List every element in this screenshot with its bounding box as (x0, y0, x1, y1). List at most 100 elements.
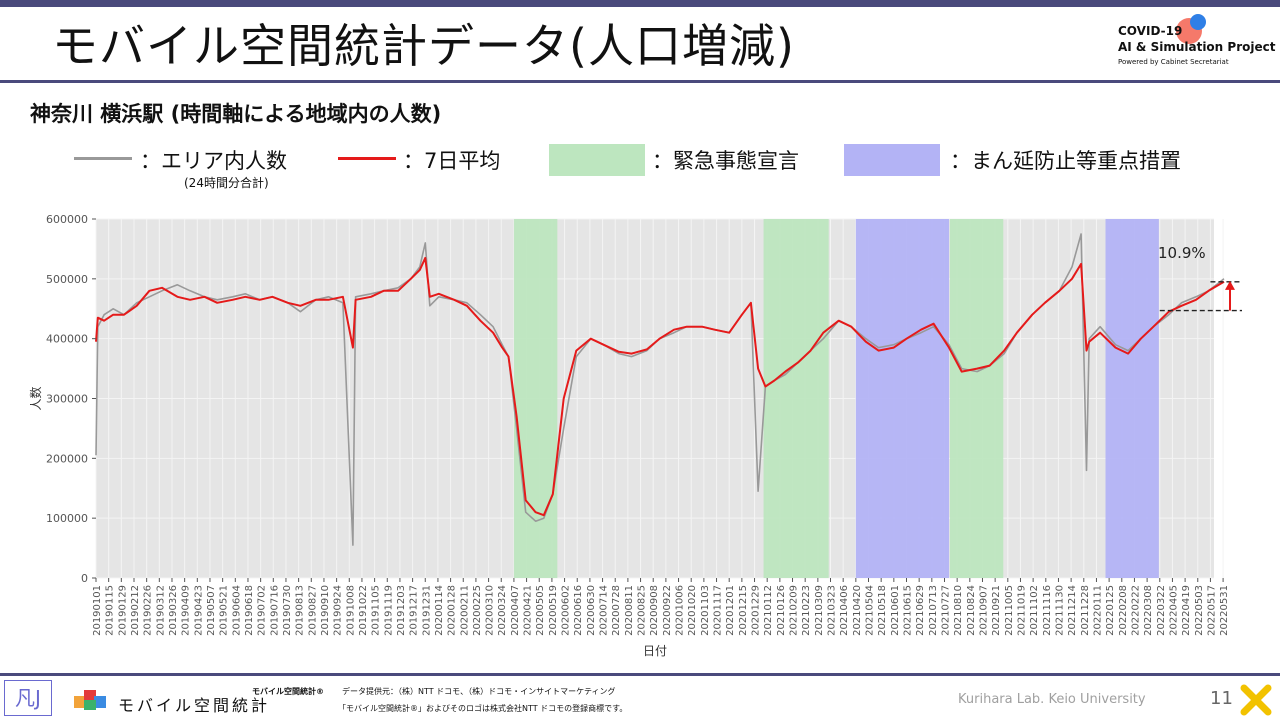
y-axis-label: 人数 (28, 386, 43, 410)
avg-series-line (95, 256, 1225, 517)
x-tick-label: 20210615 (902, 585, 913, 636)
legend-emergency-label: ：緊急事態宣言 (652, 149, 799, 173)
x-tick-label: 20190326 (168, 585, 179, 636)
legend-priority-swatch (844, 144, 940, 176)
x-tick-label: 20201006 (675, 585, 686, 636)
chart-subtitle: 神奈川 横浜駅 (時間軸による地域内の人数) (30, 102, 442, 126)
x-tick-label: 20190910 (320, 585, 331, 636)
legend-avg-label: ：7日平均 (403, 149, 501, 173)
x-tick-label: 20190604 (231, 585, 242, 636)
page-number: 11 (1210, 688, 1233, 709)
x-tick-label: 20220125 (1105, 585, 1116, 636)
x-tick-label: 20220517 (1206, 585, 1217, 636)
lab-name: Kurihara Lab. Keio University (958, 692, 1146, 707)
x-tick-label: 20191203 (396, 585, 407, 636)
chart-legend: ：エリア内人数 (24時間分合計) ：7日平均 ：緊急事態宣言 ：まん延防止等重… (0, 140, 1280, 190)
x-tick-label: 20200128 (447, 585, 458, 636)
x-tick-label: 20201229 (751, 585, 762, 636)
x-tick-label: 20190115 (105, 585, 116, 636)
x-tick-label: 20190827 (307, 585, 318, 636)
logo-circle-blue (1190, 14, 1206, 30)
x-tick-label: 20190101 (92, 585, 103, 636)
brand-small: モバイル空間統計® (252, 687, 324, 696)
x-tick-label: 20210309 (814, 585, 825, 636)
x-tick-label: 20201215 (738, 585, 749, 636)
mobile-stats-brand: モバイル空間統計 (118, 696, 271, 715)
x-tick-label: 20200630 (586, 585, 597, 636)
x-tick-label: 20210518 (877, 585, 888, 636)
logo-line3: Powered by Cabinet Secretariat (1118, 58, 1229, 66)
x-tick-label: 20210112 (763, 585, 774, 636)
x-tick-label: 20210209 (789, 585, 800, 636)
x-tick-label: 20210921 (991, 585, 1002, 636)
x-tick-label: 20210323 (827, 585, 838, 636)
x-tick-label: 20220405 (1168, 585, 1179, 636)
y-tick-label: 100000 (46, 512, 88, 525)
x-tick-label: 20191119 (383, 585, 394, 636)
covid-project-logo: COVID-19 AI & Simulation Project Powered… (1118, 14, 1278, 76)
x-tick-label: 20211019 (1016, 585, 1027, 636)
x-tick-label: 20200602 (561, 585, 572, 636)
x-tick-label: 20210420 (852, 585, 863, 636)
x-axis-label: 日付 (643, 644, 667, 658)
x-tick-label: 20210126 (776, 585, 787, 636)
x-tick-label: 20190312 (155, 585, 166, 636)
x-tick-label: 20201020 (687, 585, 698, 636)
x-tick-label: 20191008 (345, 585, 356, 636)
increase-arrow-head (1225, 280, 1235, 290)
x-tick-label: 20200922 (662, 585, 673, 636)
x-cross-icon (1240, 684, 1272, 716)
x-tick-label: 20210504 (865, 585, 876, 636)
x-tick-label: 20211214 (1067, 585, 1078, 636)
x-tick-label: 20191231 (421, 585, 432, 636)
x-tick-label: 20201201 (725, 585, 736, 636)
lab-logo: 凡J (4, 680, 52, 716)
x-tick-label: 20190521 (219, 585, 230, 636)
increase-annotation: 10.9% (1158, 244, 1206, 262)
x-tick-label: 20200505 (535, 585, 546, 636)
legend-emergency-swatch (549, 144, 645, 176)
x-tick-label: 20200519 (548, 585, 559, 636)
legend-raw-swatch (74, 157, 132, 160)
logo-line2: AI & Simulation Project (1118, 40, 1276, 54)
x-tick-label: 20190618 (244, 585, 255, 636)
x-tick-label: 20200616 (573, 585, 584, 636)
x-tick-label: 20191217 (409, 585, 420, 636)
x-tick-label: 20191022 (358, 585, 369, 636)
emergency-period (949, 219, 1004, 578)
x-tick-label: 20220419 (1181, 585, 1192, 636)
x-tick-label: 20190716 (269, 585, 280, 636)
x-tick-label: 20220222 (1130, 585, 1141, 636)
x-tick-label: 20200310 (485, 585, 496, 636)
x-tick-label: 20210824 (966, 585, 977, 636)
x-tick-label: 20200728 (611, 585, 622, 636)
x-tick-label: 20211005 (1004, 585, 1015, 636)
x-tick-label: 20190924 (333, 585, 344, 636)
x-tick-label: 20200421 (523, 585, 534, 636)
legend-priority-label: ：まん延防止等重点措置 (950, 149, 1181, 173)
x-tick-label: 20210713 (928, 585, 939, 636)
x-tick-label: 20220531 (1219, 585, 1230, 636)
x-tick-label: 20190423 (193, 585, 204, 636)
footer-divider (0, 673, 1280, 676)
x-tick-label: 20190409 (181, 585, 192, 636)
x-tick-label: 20200407 (510, 585, 521, 636)
x-tick-label: 20200225 (472, 585, 483, 636)
x-tick-label: 20190129 (117, 585, 128, 636)
x-tick-label: 20200324 (497, 585, 508, 636)
x-tick-label: 20210223 (801, 585, 812, 636)
y-tick-label: 300000 (46, 393, 88, 406)
y-tick-label: 0 (81, 572, 88, 585)
x-tick-label: 20210907 (978, 585, 989, 636)
x-tick-label: 20201103 (700, 585, 711, 636)
x-tick-label: 20210727 (940, 585, 951, 636)
logo-line1: COVID-19 (1118, 24, 1183, 38)
x-tick-label: 20220111 (1092, 585, 1103, 636)
y-tick-label: 200000 (46, 452, 88, 465)
emergency-period (763, 219, 829, 578)
x-tick-label: 20220308 (1143, 585, 1154, 636)
y-tick-label: 500000 (46, 273, 88, 286)
x-tick-label: 20190507 (206, 585, 217, 636)
x-tick-label: 20210810 (953, 585, 964, 636)
priority-period (1105, 219, 1159, 578)
